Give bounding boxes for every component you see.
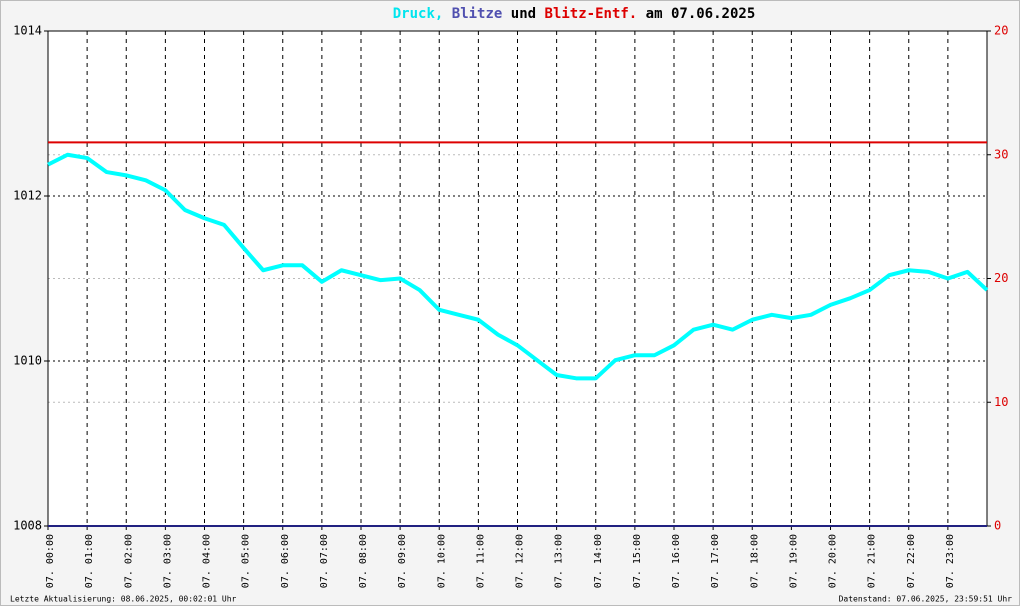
x-tick-label: 07. 20:00 [828, 534, 839, 588]
footer-left: Letzte Aktualisierung: 08.06.2025, 00:02… [10, 595, 237, 604]
x-tick-label: 07. 01:00 [84, 534, 95, 588]
chart-title: Druck, Blitze und Blitz-Entf. am 07.06.2… [393, 6, 756, 22]
x-tick-label: 07. 21:00 [867, 534, 878, 588]
y2-tick-label: 0 [994, 519, 1001, 533]
x-tick-label: 07. 16:00 [671, 534, 682, 588]
title-part: Blitze [452, 6, 503, 22]
title-part: Blitz-Entf. [545, 6, 638, 22]
x-tick-label: 07. 15:00 [632, 534, 643, 588]
x-tick-label: 07. 10:00 [436, 534, 447, 588]
y-tick-label: 1010 [13, 354, 42, 368]
title-part: und [511, 6, 536, 22]
x-tick-label: 07. 02:00 [123, 534, 134, 588]
x-tick-label: 07. 23:00 [945, 534, 956, 588]
x-tick-label: 07. 11:00 [475, 534, 486, 588]
x-tick-label: 07. 14:00 [593, 534, 604, 588]
y2-tick-label: 20 [994, 271, 1008, 285]
title-part: Druck, [393, 6, 444, 22]
y-tick-label: 1014 [13, 24, 42, 38]
x-tick-label: 07. 05:00 [241, 534, 252, 588]
x-tick-label: 07. 08:00 [358, 534, 369, 588]
x-tick-label: 07. 07:00 [319, 534, 330, 588]
x-tick-label: 07. 03:00 [162, 534, 173, 588]
x-tick-label: 07. 18:00 [749, 534, 760, 588]
y-tick-label: 1012 [13, 189, 42, 203]
x-tick-label: 07. 13:00 [554, 534, 565, 588]
x-tick-label: 07. 22:00 [906, 534, 917, 588]
title-part: am 07.06.2025 [646, 6, 756, 22]
y2-tick-label: 10 [994, 395, 1008, 409]
x-tick-label: 07. 06:00 [280, 534, 291, 588]
x-tick-label: 07. 12:00 [515, 534, 526, 588]
y-tick-label: 1008 [13, 519, 42, 533]
x-tick-label: 07. 17:00 [710, 534, 721, 588]
series-line [47, 152, 989, 381]
x-tick-label: 07. 09:00 [397, 534, 408, 588]
footer-right: Datenstand: 07.06.2025, 23:59:51 Uhr [839, 595, 1013, 604]
x-tick-label: 07. 19:00 [788, 534, 799, 588]
x-tick-label: 07. 04:00 [202, 534, 213, 588]
x-tick-label: 07. 00:00 [45, 534, 56, 588]
y2-tick-label: 20 [994, 24, 1008, 38]
y2-tick-label: 30 [994, 147, 1008, 161]
